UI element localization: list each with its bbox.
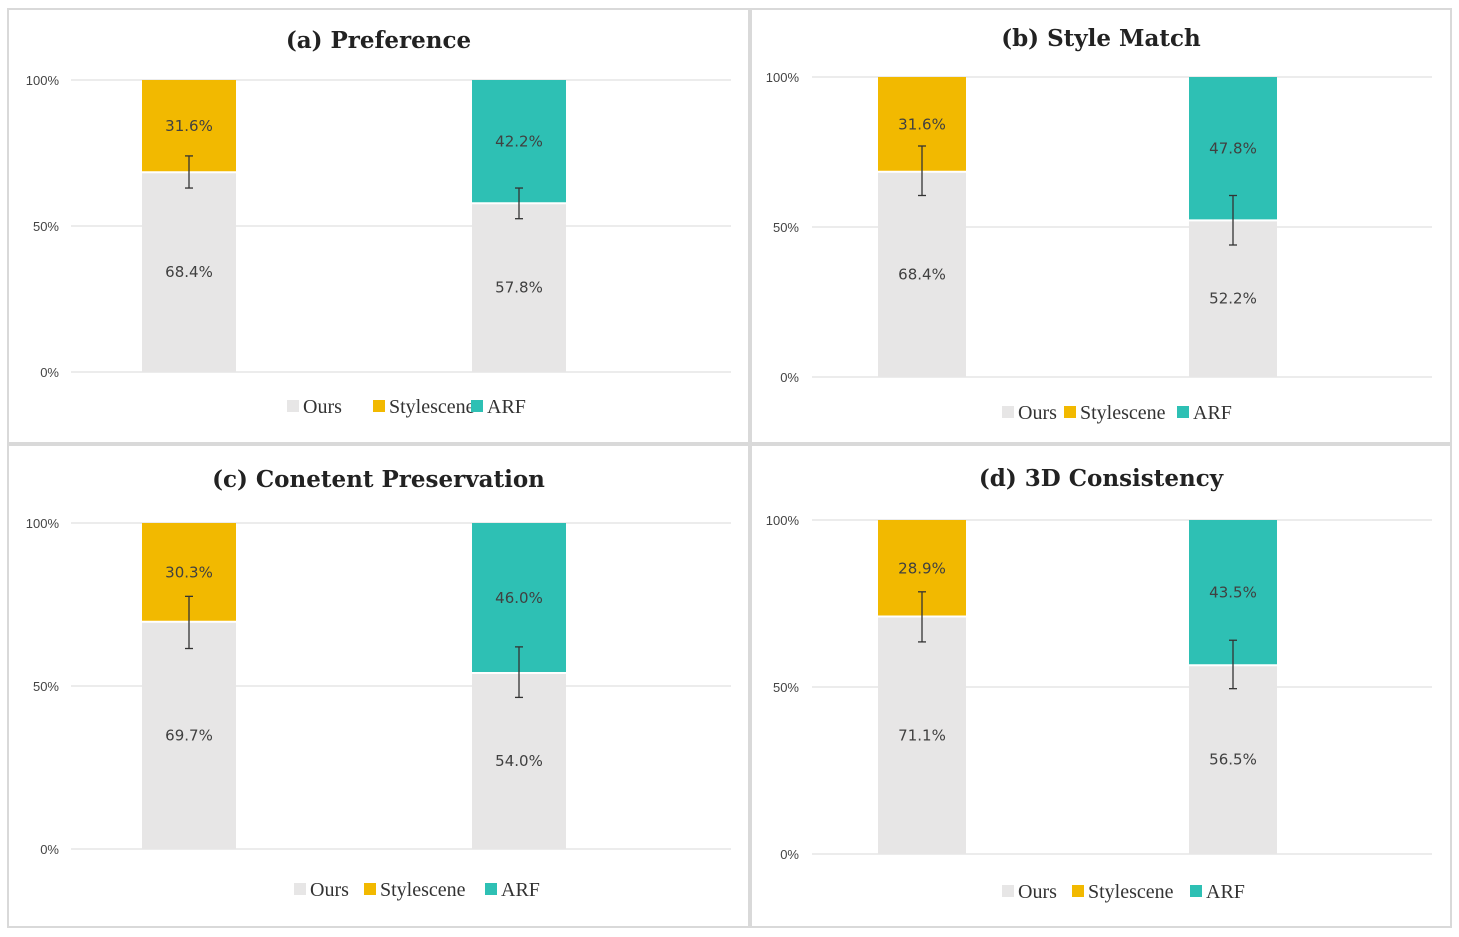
data-label: 52.2% — [1209, 290, 1257, 308]
legend-swatch-arf — [1177, 406, 1189, 418]
legend-swatch-ours — [1002, 885, 1014, 897]
y-tick-label: 100% — [766, 513, 800, 528]
legend-label-stylescene: Stylescene — [1080, 402, 1166, 424]
legend-swatch-arf — [485, 883, 497, 895]
chart-title: (b) Style Match — [1001, 25, 1201, 52]
legend-label-ours: Ours — [303, 396, 342, 418]
chart-title: (a) Preference — [286, 27, 471, 54]
data-label: 54.0% — [495, 752, 543, 770]
bar-segment-ours — [142, 172, 236, 372]
data-label: 46.0% — [495, 589, 543, 607]
y-tick-label: 0% — [40, 842, 59, 857]
data-label: 71.1% — [898, 726, 946, 744]
chart-b: (b) Style Match 0% 50% 100% 68.4% 31.6% 52.2% 4… — [766, 25, 1432, 424]
y-tick-label: 100% — [26, 516, 60, 531]
bar-segment-arf — [472, 80, 566, 204]
legend-label-arf: ARF — [1193, 402, 1232, 424]
bar-segment-ours — [472, 672, 566, 849]
y-tick-label: 100% — [26, 73, 60, 88]
legend-swatch-arf — [471, 400, 483, 412]
chart-panel-a: (a) Preference 0% 50% 100% 68.4% 31.6% 57.8% 42… — [7, 8, 750, 444]
legend-swatch-stylescene — [1072, 885, 1084, 897]
bar-segment-ours — [1189, 220, 1277, 377]
legend-label-stylescene: Stylescene — [389, 396, 475, 418]
legend-label-ours: Ours — [1018, 402, 1057, 424]
y-tick-label: 50% — [773, 680, 799, 695]
chart-panel-c: (c) Conetent Preservation 0% 50% 100% 69.7% 3… — [7, 444, 750, 928]
y-tick-label: 50% — [33, 679, 59, 694]
chart-title: (d) 3D Consistency — [979, 465, 1224, 492]
data-label: 68.4% — [898, 265, 946, 283]
y-tick-label: 0% — [40, 365, 59, 380]
bar-segment-ours — [472, 203, 566, 372]
legend-label-arf: ARF — [1206, 881, 1245, 903]
legend-label-stylescene: Stylescene — [380, 879, 466, 901]
data-label: 56.5% — [1209, 751, 1257, 769]
legend-label-ours: Ours — [1018, 881, 1057, 903]
y-tick-label: 0% — [780, 370, 799, 385]
data-label: 31.6% — [165, 117, 213, 135]
bar-segment-ours — [142, 621, 236, 849]
legend-label-stylescene: Stylescene — [1088, 881, 1174, 903]
data-label: 68.4% — [165, 263, 213, 281]
bar-segment-ours — [878, 171, 966, 377]
y-tick-label: 50% — [773, 220, 799, 235]
legend-swatch-stylescene — [364, 883, 376, 895]
legend-label-ours: Ours — [310, 879, 349, 901]
legend-swatch-arf — [1190, 885, 1202, 897]
data-label: 57.8% — [495, 279, 543, 297]
legend-swatch-stylescene — [373, 400, 385, 412]
bar-segment-ours — [1189, 665, 1277, 854]
data-label: 31.6% — [898, 115, 946, 133]
chart-d: (d) 3D Consistency 0% 50% 100% 71.1% 28.9% 56.… — [766, 465, 1432, 903]
legend-swatch-ours — [287, 400, 299, 412]
data-label: 42.2% — [495, 133, 543, 151]
legend-label-arf: ARF — [501, 879, 540, 901]
y-tick-label: 0% — [780, 847, 799, 862]
legend-swatch-stylescene — [1064, 406, 1076, 418]
y-tick-label: 50% — [33, 219, 59, 234]
y-tick-label: 100% — [766, 70, 800, 85]
chart-panel-d: (d) 3D Consistency 0% 50% 100% 71.1% 28.9% 56.… — [750, 444, 1452, 928]
data-label: 30.3% — [165, 563, 213, 581]
data-label: 43.5% — [1209, 584, 1257, 602]
chart-title: (c) Conetent Preservation — [212, 466, 545, 493]
data-label: 69.7% — [165, 726, 213, 744]
bar-segment-ours — [878, 616, 966, 854]
chart-c: (c) Conetent Preservation 0% 50% 100% 69.7% 3… — [26, 466, 731, 901]
chart-a: (a) Preference 0% 50% 100% 68.4% 31.6% 57.8% 42… — [26, 27, 731, 418]
data-label: 28.9% — [898, 559, 946, 577]
legend-swatch-ours — [294, 883, 306, 895]
data-label: 47.8% — [1209, 140, 1257, 158]
legend-swatch-ours — [1002, 406, 1014, 418]
legend-label-arf: ARF — [487, 396, 526, 418]
chart-panel-b: (b) Style Match 0% 50% 100% 68.4% 31.6% 52.2% 4… — [750, 8, 1452, 444]
